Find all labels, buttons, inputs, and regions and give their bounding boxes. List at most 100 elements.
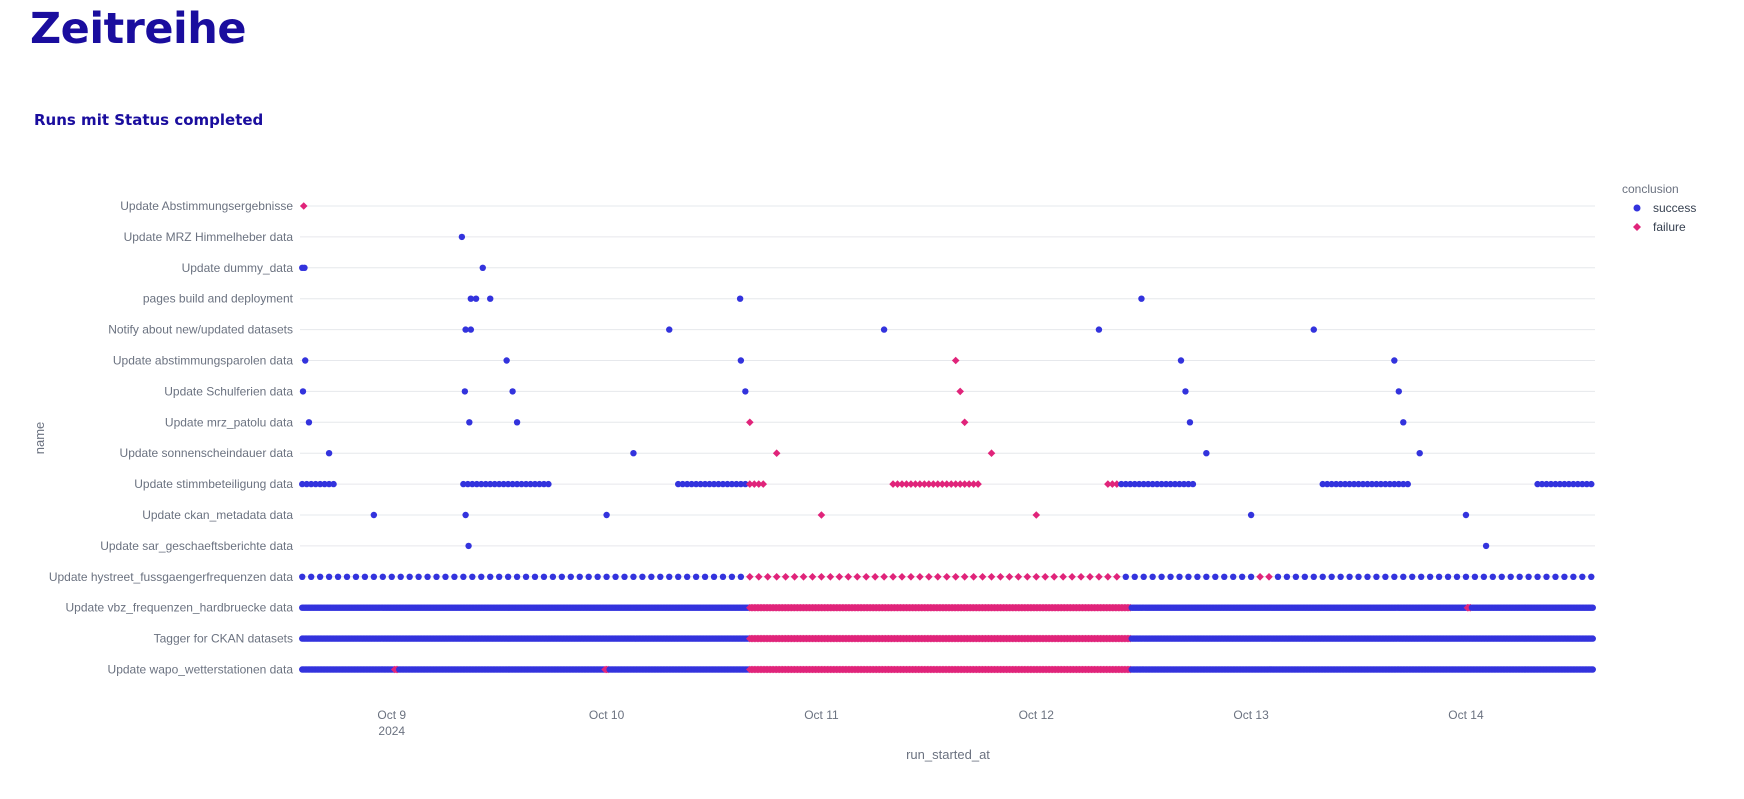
- legend-item-failure[interactable]: failure: [1633, 220, 1686, 234]
- success-marker: [1328, 573, 1335, 580]
- success-marker: [334, 573, 342, 580]
- success-marker: [715, 480, 722, 488]
- success-marker: [1453, 573, 1461, 580]
- legend-title: conclusion: [1622, 182, 1679, 196]
- success-marker: [495, 480, 503, 488]
- failure-marker: [1108, 480, 1117, 488]
- failure-marker: [1265, 573, 1273, 581]
- y-tick-label: Update Abstimmungsergebnisse: [120, 199, 293, 213]
- failure-marker: [1023, 573, 1032, 581]
- success-marker: [1583, 480, 1590, 488]
- failure-marker: [925, 480, 933, 488]
- success-marker: [736, 295, 744, 302]
- failure-marker: [934, 480, 942, 488]
- success-marker: [737, 357, 745, 364]
- success-marker: [424, 573, 431, 580]
- failure-marker: [1041, 573, 1050, 581]
- failure-marker: [754, 573, 763, 581]
- failure-marker: [889, 573, 897, 581]
- success-marker: [307, 573, 315, 580]
- success-marker: [540, 480, 548, 488]
- failure-marker: [1113, 573, 1121, 581]
- success-marker: [487, 295, 494, 302]
- failure-marker: [799, 573, 808, 581]
- success-marker: [299, 480, 306, 488]
- success-marker: [1144, 480, 1152, 488]
- success-marker: [321, 480, 328, 488]
- success-marker: [504, 573, 512, 580]
- failure-marker: [1104, 480, 1112, 488]
- success-marker: [1579, 573, 1586, 580]
- success-marker: [330, 480, 337, 488]
- success-marker: [657, 573, 664, 580]
- success-marker: [666, 326, 673, 333]
- success-marker: [503, 357, 510, 364]
- failure-marker: [960, 418, 969, 427]
- success-marker: [1162, 480, 1170, 488]
- success-marker: [1328, 480, 1335, 488]
- success-marker: [666, 573, 673, 580]
- success-marker: [1426, 573, 1434, 580]
- failure-marker: [871, 573, 879, 581]
- success-marker: [462, 511, 469, 519]
- success-marker: [379, 573, 387, 580]
- failure-marker: [938, 480, 947, 488]
- success-marker: [1589, 666, 1596, 673]
- success-marker: [469, 480, 476, 488]
- failure-marker: [754, 480, 763, 488]
- success-marker: [1435, 573, 1443, 580]
- success-marker: [305, 419, 313, 426]
- success-marker: [1136, 480, 1143, 488]
- success-marker: [527, 480, 534, 488]
- failure-marker: [907, 480, 915, 488]
- success-marker: [1127, 480, 1134, 488]
- success-marker: [500, 480, 507, 488]
- success-marker: [1247, 511, 1255, 519]
- success-marker: [683, 480, 691, 488]
- legend[interactable]: conclusion success failure: [1622, 182, 1696, 234]
- success-marker: [1319, 480, 1326, 488]
- success-marker: [1547, 480, 1555, 488]
- success-marker: [1382, 480, 1389, 488]
- success-marker: [1525, 573, 1532, 580]
- success-marker: [464, 480, 472, 488]
- x-axis-ticks: Oct 9 2024 Oct 10 Oct 11 Oct 12 Oct 13 Oct 14: [377, 708, 1484, 738]
- success-marker: [1230, 573, 1237, 580]
- y-tick-label: Notify about new/updated datasets: [108, 323, 293, 337]
- success-marker: [594, 573, 601, 580]
- failure-marker: [1059, 573, 1067, 581]
- legend-marker: [1633, 204, 1641, 212]
- success-marker: [1350, 480, 1358, 488]
- y-tick-label: Update wapo_wetterstationen data: [108, 663, 294, 677]
- success-marker: [728, 480, 736, 488]
- failure-marker: [853, 573, 862, 581]
- success-marker: [1516, 573, 1523, 580]
- success-marker: [316, 480, 324, 488]
- success-marker: [312, 480, 319, 488]
- failure-marker: [916, 573, 924, 581]
- success-marker: [1203, 573, 1210, 580]
- success-marker: [576, 573, 583, 580]
- success-marker: [1203, 450, 1210, 457]
- y-tick-label: Update mrz_patolu data: [165, 415, 293, 429]
- failure-marker: [772, 449, 781, 457]
- legend-item-success[interactable]: success: [1633, 201, 1697, 215]
- success-marker: [567, 573, 574, 580]
- success-marker: [1283, 573, 1291, 580]
- success-marker: [1482, 542, 1490, 550]
- failure-marker: [1005, 573, 1014, 581]
- success-marker: [1364, 573, 1371, 580]
- success-marker: [1140, 573, 1147, 580]
- failure-marker: [750, 480, 759, 488]
- success-marker: [1346, 573, 1353, 580]
- success-marker: [701, 573, 709, 580]
- x-tick-sublabel: 2024: [378, 724, 405, 738]
- failure-marker: [965, 480, 973, 488]
- success-marker: [495, 573, 503, 580]
- success-marker: [1561, 573, 1568, 580]
- success-marker: [460, 573, 467, 580]
- success-marker: [1238, 573, 1246, 580]
- failure-marker: [772, 573, 781, 581]
- success-marker: [1247, 573, 1255, 580]
- success-marker: [370, 573, 378, 580]
